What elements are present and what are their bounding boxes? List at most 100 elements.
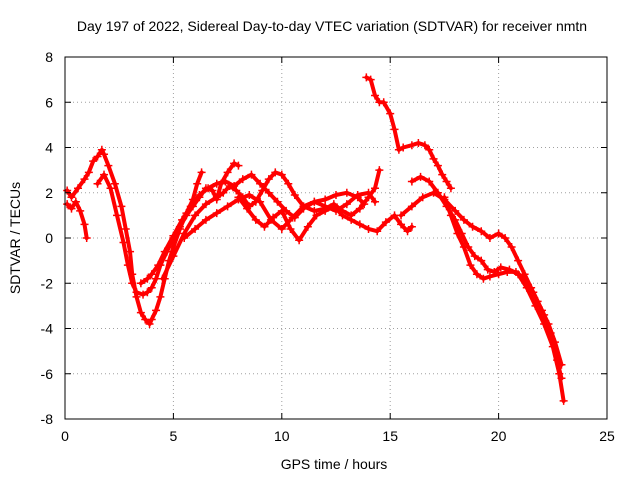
- data-point: [277, 206, 286, 215]
- data-point: [321, 206, 330, 215]
- x-tick-label: 10: [274, 428, 290, 444]
- data-point: [223, 202, 232, 211]
- data-point: [355, 220, 364, 229]
- data-point: [386, 109, 395, 118]
- series-line: [65, 199, 89, 240]
- data-point: [520, 274, 529, 283]
- data-point: [347, 215, 356, 224]
- data-point: [212, 179, 221, 188]
- data-point: [123, 261, 132, 270]
- data-point: [379, 98, 388, 107]
- data-point: [312, 211, 321, 220]
- data-point: [234, 161, 243, 170]
- data-point: [121, 224, 130, 233]
- data-point: [106, 184, 115, 193]
- series-3: [93, 159, 243, 299]
- data-point: [477, 256, 486, 265]
- data-point: [169, 231, 178, 240]
- x-tick-label: 20: [491, 428, 507, 444]
- data-point: [284, 179, 293, 188]
- y-tick-label: 2: [45, 185, 53, 201]
- data-point: [204, 184, 213, 193]
- x-axis: 0 5 10 15 20 25: [61, 57, 615, 444]
- data-point: [84, 168, 93, 177]
- y-tick-label: -6: [41, 366, 54, 382]
- data-point: [438, 170, 447, 179]
- data-point: [273, 197, 282, 206]
- data-point: [154, 261, 163, 270]
- data-point: [191, 224, 200, 233]
- data-point: [375, 166, 384, 175]
- data-point: [67, 204, 76, 213]
- data-point: [407, 177, 416, 186]
- data-point: [373, 227, 382, 236]
- series-4: [136, 170, 369, 288]
- data-point: [100, 150, 109, 159]
- data-point: [158, 274, 167, 283]
- data-point: [180, 234, 189, 242]
- data-point: [76, 206, 85, 215]
- data-point: [286, 224, 295, 233]
- y-tick-label: -8: [41, 411, 54, 427]
- data-point: [342, 188, 351, 197]
- data-point: [147, 283, 156, 292]
- data-point: [147, 270, 156, 279]
- data-point: [485, 234, 494, 242]
- data-point: [459, 243, 468, 252]
- data-point: [310, 197, 319, 206]
- data-point: [338, 211, 347, 220]
- data-point: [126, 247, 135, 256]
- data-point: [446, 211, 455, 220]
- data-point: [453, 229, 462, 238]
- data-point: [501, 234, 510, 242]
- data-point: [364, 224, 373, 233]
- data-point: [238, 175, 247, 184]
- data-point: [269, 213, 278, 222]
- data-point: [440, 193, 449, 202]
- data-point: [468, 222, 477, 231]
- data-point: [128, 279, 137, 288]
- data-point: [117, 202, 126, 211]
- data-point: [230, 159, 239, 168]
- data-point: [418, 193, 427, 202]
- series-line: [442, 195, 564, 367]
- data-point: [234, 193, 243, 202]
- series-2: [63, 197, 91, 242]
- data-point: [256, 197, 265, 206]
- data-point: [152, 306, 161, 315]
- chart-title: Day 197 of 2022, Sidereal Day-to-day VTE…: [77, 18, 587, 34]
- x-tick-label: 25: [599, 428, 615, 444]
- y-axis: -8 -6 -4 -2 0 2 4 6 8: [41, 49, 607, 427]
- data-point: [100, 170, 109, 179]
- data-point: [178, 215, 187, 224]
- data-point: [193, 179, 202, 188]
- data-point: [550, 338, 559, 347]
- data-point: [110, 179, 119, 188]
- series-10: [407, 172, 568, 405]
- data-point: [494, 229, 503, 238]
- data-point: [295, 236, 304, 245]
- data-point: [147, 315, 156, 324]
- data-point: [364, 188, 373, 197]
- series-layer: [63, 73, 568, 405]
- x-tick-label: 15: [382, 428, 398, 444]
- data-point: [74, 184, 83, 193]
- data-point: [310, 206, 319, 215]
- data-point: [557, 360, 566, 369]
- data-point: [195, 191, 204, 200]
- data-point: [247, 170, 256, 179]
- data-point: [559, 396, 568, 405]
- data-point: [212, 209, 221, 218]
- grid: [65, 57, 607, 419]
- data-point: [260, 222, 269, 231]
- data-point: [169, 252, 178, 261]
- data-point: [80, 220, 89, 229]
- data-point: [212, 193, 221, 202]
- data-point: [433, 188, 442, 197]
- data-point: [97, 145, 106, 154]
- data-point: [403, 227, 412, 236]
- data-point: [143, 274, 152, 283]
- data-point: [466, 261, 475, 270]
- data-point: [407, 141, 416, 150]
- data-point: [290, 191, 299, 200]
